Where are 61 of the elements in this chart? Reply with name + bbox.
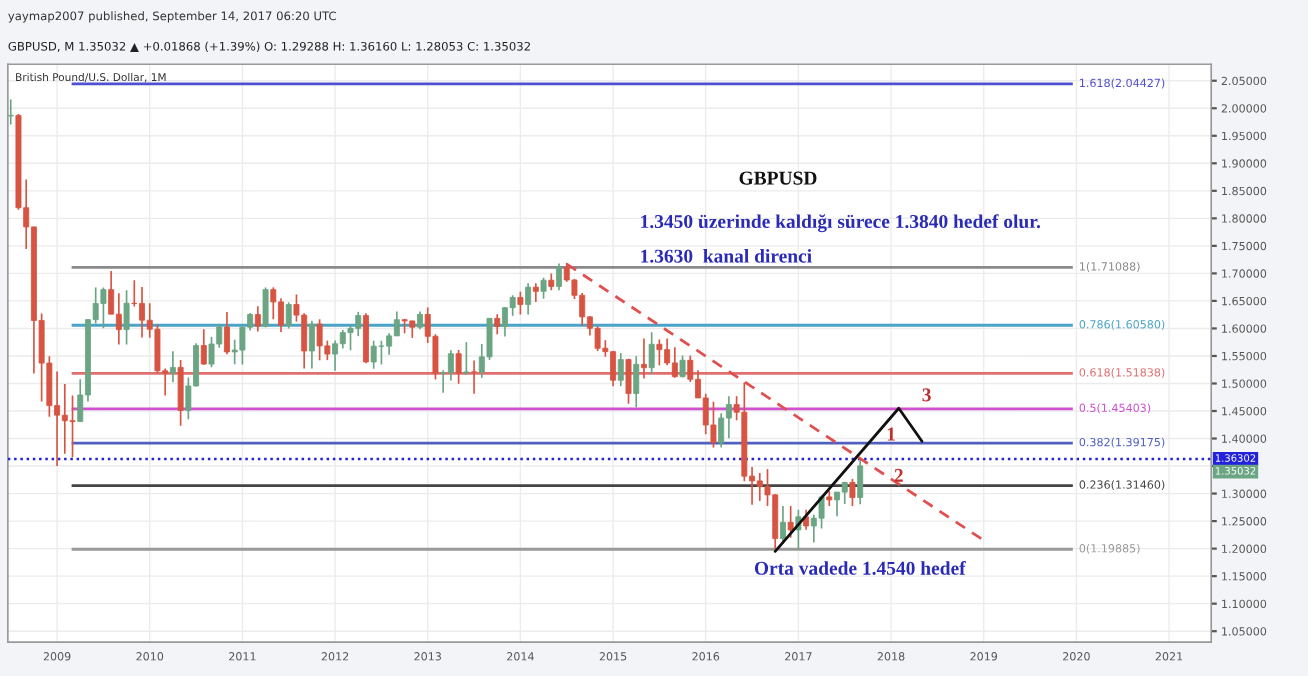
candlestick [200, 328, 207, 366]
candlestick [339, 329, 346, 350]
candlestick [362, 312, 369, 365]
candlestick [123, 289, 130, 346]
candlestick [301, 312, 308, 370]
annotation: 3 [922, 388, 931, 402]
candlestick [355, 311, 362, 337]
candlestick [625, 357, 632, 405]
candlestick [471, 359, 478, 395]
annotation: 1 [887, 427, 895, 441]
annotation: 1.3450 üzerinde kaldığı sürece 1.3840 hedef olur. [641, 214, 1041, 233]
candlestick [772, 493, 779, 551]
candlestick [278, 297, 284, 333]
candlestick [254, 305, 261, 333]
candlestick [494, 313, 501, 336]
candlestick [139, 286, 145, 339]
candlestick [115, 292, 122, 346]
annotation: 1.3630 kanal direnci [641, 249, 812, 263]
candlestick [7, 98, 14, 126]
candlestick [447, 349, 454, 382]
candlestick [679, 354, 686, 379]
candlestick [849, 478, 856, 507]
candlestick [316, 318, 323, 362]
candlestick [169, 350, 176, 383]
candlestick [718, 412, 725, 449]
candlestick [787, 505, 794, 539]
candlestick [270, 286, 277, 321]
candlestick [725, 395, 732, 440]
candlestick [671, 346, 678, 379]
candlestick [648, 331, 655, 375]
candlestick [285, 301, 292, 330]
candlestick [540, 276, 547, 300]
candlestick [100, 286, 107, 330]
annotation: GBPUSD [739, 171, 817, 185]
candlestick [610, 350, 617, 387]
candlestick [61, 383, 68, 455]
candlestick [378, 339, 385, 366]
candlestick [262, 286, 269, 329]
candlestick [177, 359, 184, 427]
candlestick [617, 352, 624, 387]
candlestick [779, 505, 786, 545]
candlestick [517, 290, 524, 316]
candlestick [710, 400, 717, 449]
candlestick [857, 458, 864, 506]
candlestick [633, 355, 640, 409]
candlestick [370, 339, 377, 370]
candlestick [54, 370, 61, 467]
annotation: Orta vadede 1.4540 hedef [754, 560, 966, 575]
annotation: 2 [894, 468, 903, 482]
candlestick [525, 282, 532, 316]
candlestick [656, 338, 663, 367]
candlestick [532, 282, 539, 303]
candlestick [332, 339, 339, 372]
candlestick [756, 472, 763, 502]
candlestick [640, 337, 647, 380]
candlestick [455, 349, 462, 385]
candlestick [556, 262, 562, 292]
candlestick [463, 341, 470, 376]
candlestick [803, 508, 810, 531]
candlestick [223, 311, 230, 356]
candlestick [308, 319, 315, 370]
